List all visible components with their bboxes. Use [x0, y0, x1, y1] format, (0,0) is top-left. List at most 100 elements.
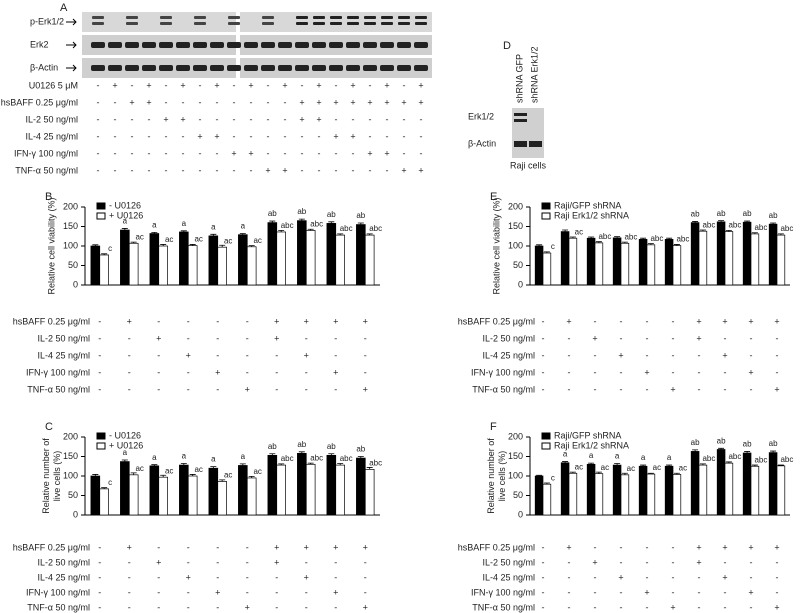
significance-label: abc	[340, 454, 353, 463]
error-bar	[621, 241, 628, 244]
bar	[750, 465, 760, 516]
treatment-mark: -	[594, 542, 597, 552]
significance-label: abc	[281, 454, 294, 463]
significance-label: ab	[356, 211, 365, 220]
treatment-mark: +	[163, 114, 168, 124]
treatment-mark: +	[384, 80, 389, 90]
error-bar	[744, 220, 751, 223]
band	[227, 65, 241, 71]
significance-label: a	[241, 222, 246, 231]
error-bar	[777, 464, 784, 466]
y-tick-label: 150	[63, 451, 78, 461]
treatment-label: hsBAFF 0.25 μg/ml	[13, 542, 90, 552]
band	[261, 42, 275, 48]
treatment-mark: +	[299, 114, 304, 124]
bar	[356, 457, 366, 516]
band	[193, 42, 207, 48]
treatment-mark: +	[215, 367, 220, 377]
error-bar	[189, 244, 196, 246]
band	[380, 42, 394, 48]
error-bar	[647, 243, 654, 245]
treatment-mark: -	[750, 384, 753, 394]
y-tick-label: 150	[508, 221, 523, 231]
treatment-mark: +	[316, 114, 321, 124]
error-bar	[699, 229, 706, 232]
treatment-mark: +	[214, 131, 219, 141]
significance-label: ac	[135, 464, 143, 473]
treatment-mark: -	[620, 333, 623, 343]
bar	[716, 449, 726, 516]
treatment-mark: -	[594, 602, 597, 612]
bar	[305, 463, 316, 516]
bar	[149, 233, 160, 286]
significance-label: ab	[327, 442, 336, 451]
significance-label: ac	[165, 235, 173, 244]
significance-label: abc	[728, 452, 741, 461]
treatment-mark: -	[157, 602, 160, 612]
error-bar	[640, 464, 647, 467]
y-tick-label: 100	[63, 240, 78, 250]
treatment-label: hsBAFF 0.25 μg/ml	[1, 97, 78, 107]
treatment-mark: +	[299, 97, 304, 107]
treatment-mark: -	[620, 367, 623, 377]
band	[261, 65, 275, 71]
error-bar	[640, 237, 647, 240]
treatment-mark: -	[776, 557, 779, 567]
legend-label: - U0126	[109, 200, 141, 210]
treatment-mark: +	[774, 384, 779, 394]
arrow	[66, 64, 77, 72]
band	[397, 42, 411, 48]
bar	[542, 252, 552, 286]
treatment-mark: -	[128, 384, 131, 394]
bar	[560, 462, 570, 516]
treatment-mark: -	[698, 602, 701, 612]
treatment-mark: +	[127, 316, 132, 326]
error-bar	[151, 464, 158, 466]
y-axis-label: live cells (%)	[52, 451, 62, 502]
treatment-mark: +	[644, 587, 649, 597]
treatment-mark: -	[568, 384, 571, 394]
band	[313, 22, 325, 25]
treatment-mark: -	[97, 97, 100, 107]
band	[296, 22, 308, 25]
treatment-mark: -	[165, 80, 168, 90]
legend-label: Raji Erk1/2 shRNA	[554, 440, 629, 450]
treatment-mark: -	[568, 557, 571, 567]
treatment-mark: -	[620, 542, 623, 552]
band	[313, 16, 325, 19]
treatment-mark: -	[672, 350, 675, 360]
significance-label: ab	[356, 445, 365, 454]
band	[415, 22, 427, 25]
treatment-mark: -	[233, 80, 236, 90]
band	[414, 42, 428, 48]
treatment-mark: -	[620, 587, 623, 597]
treatment-label: hsBAFF 0.25 μg/ml	[13, 316, 90, 326]
error-bar	[621, 472, 628, 475]
treatment-mark: +	[146, 97, 151, 107]
treatment-mark: -	[776, 587, 779, 597]
treatment-mark: -	[403, 114, 406, 124]
significance-label: ab	[743, 440, 752, 449]
significance-label: ab	[769, 211, 778, 220]
significance-label: abc	[369, 224, 382, 233]
treatment-mark: +	[304, 542, 309, 552]
significance-label: c	[108, 244, 112, 253]
treatment-mark: -	[148, 114, 151, 124]
band	[91, 42, 105, 48]
bar	[534, 245, 544, 286]
y-tick-label: 200	[508, 431, 523, 441]
band	[228, 22, 240, 25]
bar	[742, 221, 752, 286]
treatment-mark: +	[304, 572, 309, 582]
bar	[724, 462, 734, 516]
bar	[664, 465, 674, 516]
treatment-label: U0126 5 μM	[29, 80, 78, 90]
significance-label: abc	[281, 221, 294, 230]
treatment-mark: +	[722, 350, 727, 360]
treatment-mark: -	[364, 350, 367, 360]
treatment-mark: -	[182, 148, 185, 158]
band	[108, 65, 122, 71]
significance-label: ab	[268, 209, 277, 218]
bar	[672, 245, 682, 286]
band	[363, 65, 377, 71]
